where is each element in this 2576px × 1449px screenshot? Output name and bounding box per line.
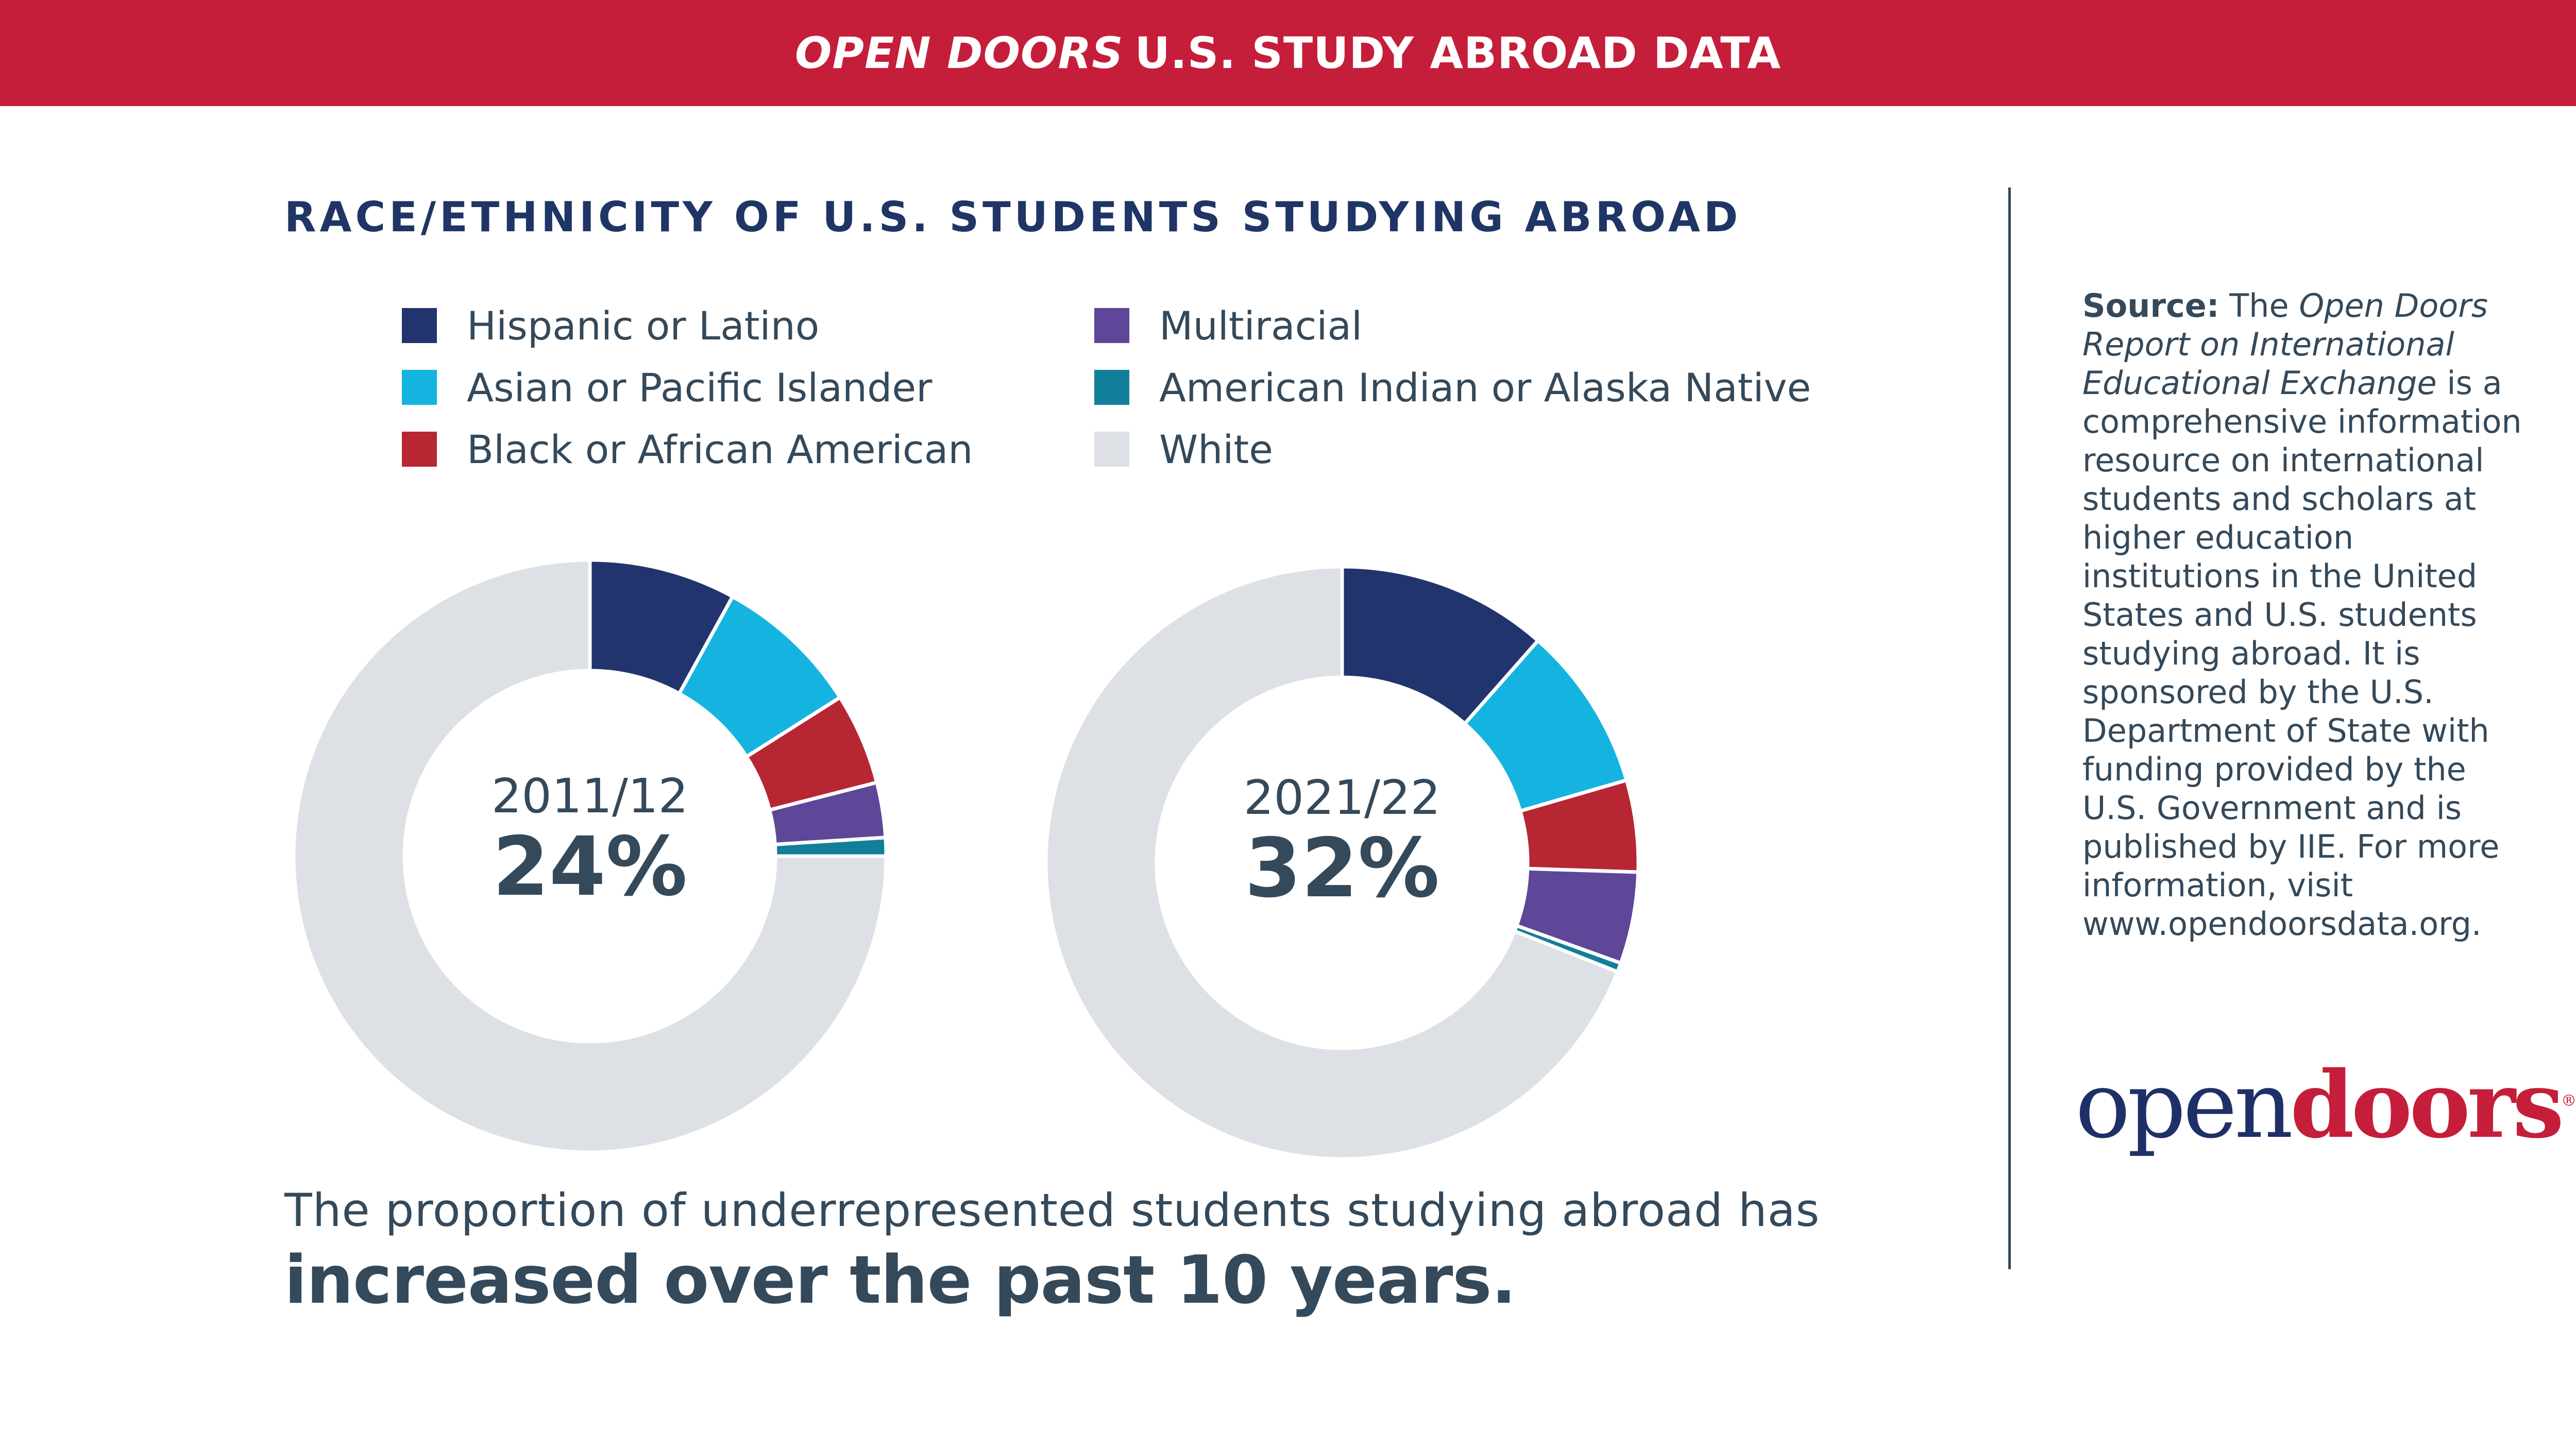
source-label: Source: [2082,287,2219,325]
chart-caption: The proportion of underrepresented stude… [284,1184,1933,1319]
legend-item-hispanic: Hispanic or Latino [402,302,820,349]
legend-swatch-multiracial [1094,308,1129,343]
banner-title-rest: U.S. STUDY ABROAD DATA [1134,28,1781,78]
logo-registered-mark: ® [2561,1092,2576,1110]
source-intro: The [2229,287,2289,325]
legend-swatch-american-indian [1094,370,1129,405]
legend-swatch-asian [402,370,437,405]
legend-item-black: Black or African American [402,426,973,472]
logo-part-open: open [2075,1052,2293,1158]
legend-label-asian: Asian or Pacific Islander [467,364,933,411]
source-report-title: Open Doors Report on International Educa… [2082,287,2488,402]
legend-item-multiracial: Multiracial [1094,302,1363,349]
donut-center-value-2011: 24% [492,820,688,914]
donut-center-value-2021: 32% [1244,821,1440,916]
donut-slice-2021-white [1044,565,1620,1161]
opendoors-logo: opendoors® [2075,1051,2576,1158]
legend-label-black: Black or African American [467,426,973,472]
donut-svg-2011 [292,558,888,1154]
legend-item-american-indian: American Indian or Alaska Native [1094,364,1811,411]
donut-svg-2021 [1044,565,1640,1161]
caption-line-2: increased over the past 10 years. [284,1242,1516,1319]
source-body: is a comprehensive information resource … [2082,364,2522,943]
source-note: Source: The Open Doors Report on Interna… [2082,286,2526,943]
donut-center-year-2021: 2021/22 [1243,770,1441,825]
donut-center-year-2011: 2011/12 [491,769,689,824]
legend-swatch-white [1094,432,1129,467]
chart-legend: Hispanic or Latino Asian or Pacific Isla… [0,302,2576,490]
banner-title-em: OPEN DOORS [795,28,1124,78]
legend-label-hispanic: Hispanic or Latino [467,302,820,349]
vertical-divider [2008,187,2011,1269]
donut-chart-2021: 2021/22 32% [1044,564,1640,1162]
donut-center-2021: 2021/22 32% [1043,770,1641,916]
legend-swatch-hispanic [402,308,437,343]
legend-item-asian: Asian or Pacific Islander [402,364,933,411]
legend-label-white: White [1159,426,1273,472]
donut-center-2011: 2011/12 24% [291,769,889,914]
donut-chart-2011: 2011/12 24% [292,557,888,1155]
legend-item-white: White [1094,426,1273,472]
legend-label-american-indian: American Indian or Alaska Native [1159,364,1811,411]
donut-slice-2011-white [292,558,888,1154]
header-banner: OPEN DOORS U.S. STUDY ABROAD DATA [0,0,2576,106]
legend-swatch-black [402,432,437,467]
caption-line-1: The proportion of underrepresented stude… [284,1184,1820,1237]
chart-title: RACE/ETHNICITY OF U.S. STUDENTS STUDYING… [284,193,1742,241]
legend-label-multiracial: Multiracial [1159,302,1363,349]
logo-part-doors: doors [2290,1051,2564,1158]
